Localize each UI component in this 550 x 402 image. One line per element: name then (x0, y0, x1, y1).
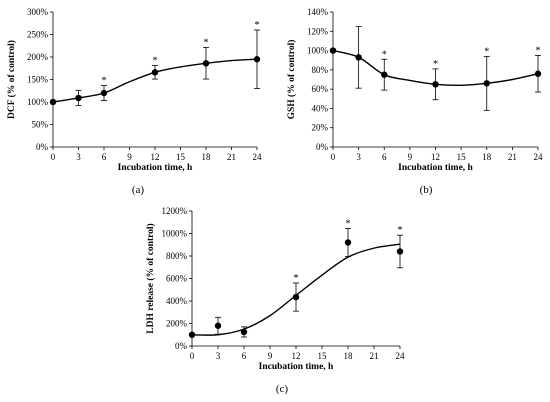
data-point (240, 328, 248, 336)
y-tick-label: 200% (27, 52, 49, 62)
x-tick-label: 0 (331, 152, 336, 162)
significance-star: * (153, 56, 158, 67)
x-tick-label: 9 (408, 152, 413, 162)
significance-star: * (102, 75, 107, 86)
y-tick-label: 250% (27, 30, 49, 40)
data-point (75, 94, 82, 102)
data-point (292, 293, 300, 301)
data-point (188, 331, 196, 338)
y-tick-label: 40% (312, 103, 329, 113)
x-tick-label: 24 (534, 152, 544, 162)
y-tick-label: 150% (27, 75, 49, 85)
x-tick-label: 12 (292, 351, 301, 361)
data-point (214, 322, 222, 329)
x-tick-label: 21 (508, 152, 517, 162)
x-tick-label: 0 (51, 152, 56, 162)
data-point (396, 248, 404, 255)
y-tick-label: 1000% (162, 229, 188, 239)
y-tick-label: 200% (166, 319, 188, 329)
x-tick-label: 9 (127, 152, 132, 162)
y-tick-label: 600% (166, 274, 188, 284)
y-axis-label: GSH (% of control) (286, 40, 297, 120)
x-tick-label: 3 (76, 152, 81, 162)
y-tick-label: 300% (27, 7, 49, 17)
y-tick-label: 120% (307, 26, 329, 36)
x-tick-label: 6 (382, 152, 387, 162)
panel-label: (a) (132, 184, 145, 196)
data-point (329, 47, 337, 54)
y-tick-label: 100% (27, 97, 49, 107)
data-point (151, 69, 159, 76)
y-axis-label: DCF (% of control) (6, 40, 17, 119)
significance-star: * (204, 38, 209, 49)
x-tick-label: 18 (482, 152, 492, 162)
x-tick-label: 6 (242, 351, 247, 361)
data-point (534, 70, 542, 77)
x-tick-label: 21 (370, 351, 379, 361)
significance-star: * (536, 45, 541, 56)
x-tick-label: 0 (190, 351, 195, 361)
data-point (432, 81, 439, 88)
x-tick-label: 15 (457, 152, 467, 162)
x-tick-label: 21 (227, 152, 236, 162)
y-tick-label: 20% (312, 123, 329, 133)
data-point (49, 98, 57, 106)
y-tick-label: 60% (312, 84, 329, 94)
x-tick-label: 3 (356, 152, 361, 162)
y-axis-label: LDH release (% of control) (145, 223, 156, 333)
x-tick-label: 9 (268, 351, 273, 361)
y-tick-label: 800% (166, 251, 188, 261)
data-point (483, 80, 490, 87)
y-tick-label: 0% (316, 142, 329, 152)
chart-panel-c: 0% 200% 400% 600% 800% 1000% 1200% 0 3 6 9 12 15 18 21… (145, 206, 405, 395)
significance-star: * (294, 273, 299, 284)
panel-label: (c) (276, 383, 289, 395)
data-point (355, 54, 362, 61)
x-tick-label: 3 (216, 351, 221, 361)
y-tick-label: 100% (307, 46, 329, 56)
chart-panel-b: 0% 20% 40% 60% 80% 100% 120% 140% 0 3 6 9 12 15 18 21 24… (286, 7, 543, 196)
y-tick-label: 0% (175, 341, 188, 351)
y-tick-label: 140% (307, 7, 329, 17)
x-tick-label: 18 (202, 152, 212, 162)
data-point (344, 239, 352, 246)
y-tick-label: 50% (32, 120, 49, 130)
significance-star: * (484, 46, 489, 57)
x-tick-label: 12 (151, 152, 160, 162)
chart-panel-a: 0% 50% 100% 150% 200% 250% 300% 0 3 6 9 12 15 18 21 24 I… (6, 7, 262, 196)
data-point (253, 56, 261, 63)
x-tick-label: 24 (396, 351, 406, 361)
data-point (202, 60, 210, 67)
x-axis-label: Incubation time, h (118, 163, 193, 173)
x-tick-label: 15 (176, 152, 186, 162)
x-axis-label: Incubation time, h (398, 163, 473, 173)
x-tick-label: 18 (344, 351, 354, 361)
x-tick-label: 24 (253, 152, 263, 162)
panel-label: (b) (420, 184, 433, 196)
x-tick-label: 6 (102, 152, 107, 162)
y-tick-label: 400% (166, 296, 188, 306)
data-point (100, 89, 108, 97)
y-tick-label: 0% (36, 142, 49, 152)
significance-star: * (255, 20, 260, 31)
significance-star: * (398, 225, 403, 236)
y-tick-label: 80% (312, 65, 329, 75)
y-tick-label: 1200% (162, 206, 188, 216)
significance-star: * (346, 218, 351, 229)
significance-star: * (433, 59, 438, 70)
data-point (381, 71, 388, 78)
x-tick-label: 15 (318, 351, 328, 361)
x-tick-label: 12 (431, 152, 440, 162)
x-axis-label: Incubation time, h (259, 362, 334, 372)
significance-star: * (382, 49, 387, 60)
